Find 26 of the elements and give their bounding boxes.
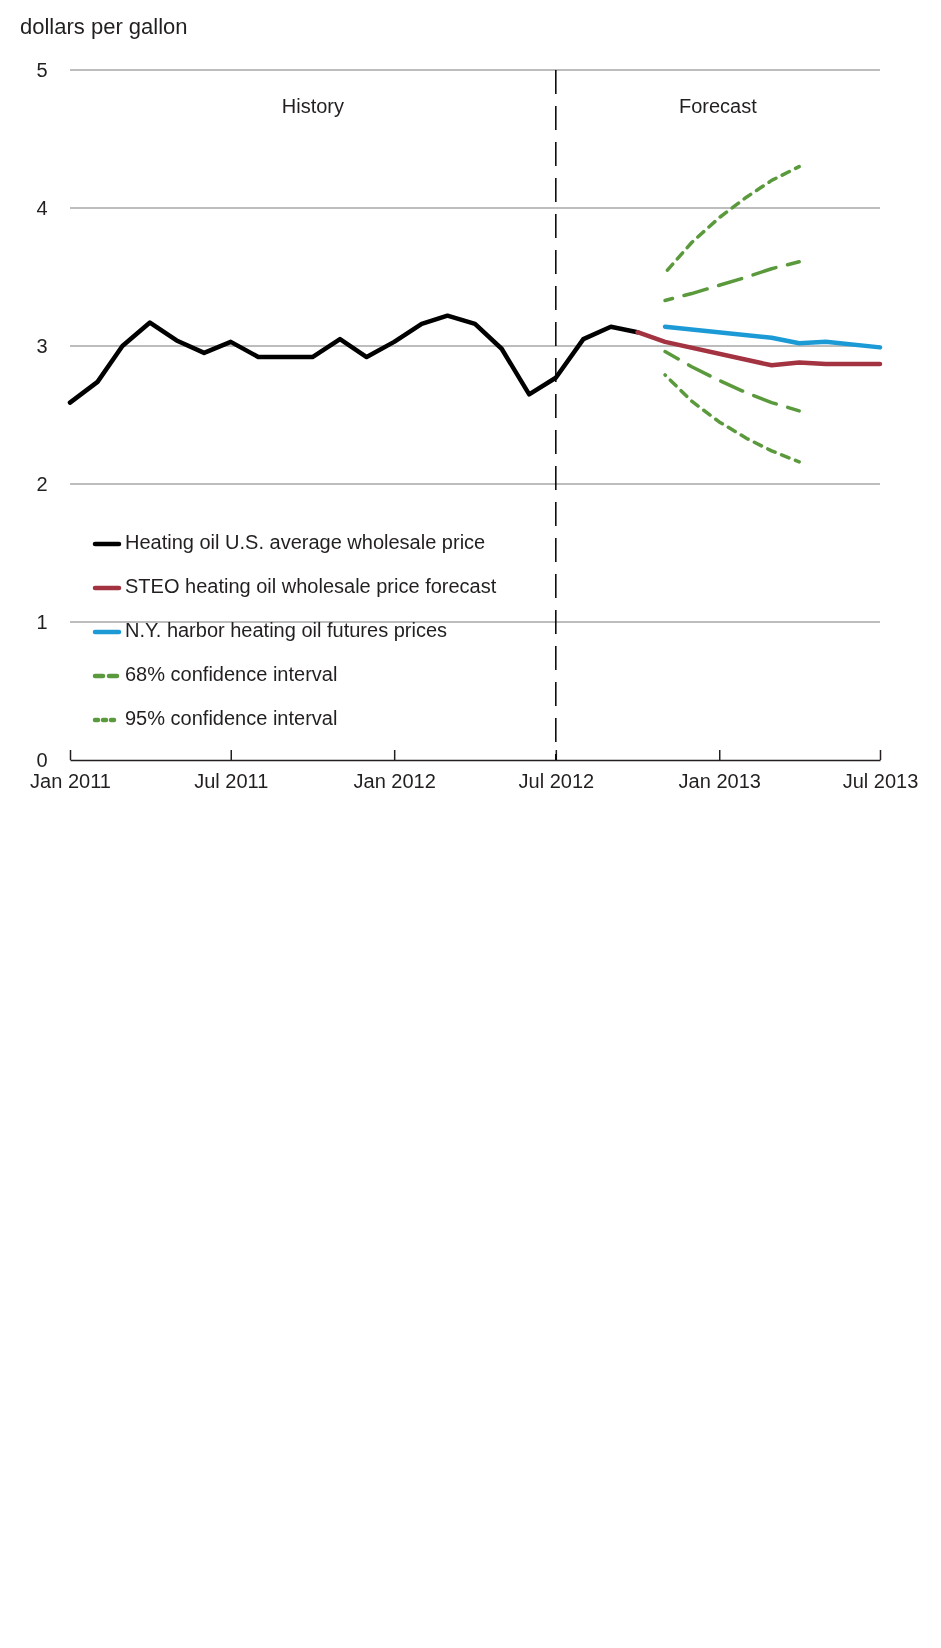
- legend-label: N.Y. harbor heating oil futures prices: [125, 619, 448, 642]
- annotation: Forecast: [679, 95, 758, 118]
- legend-label: 95% confidence interval: [125, 707, 338, 730]
- line-series: [662, 324, 883, 350]
- legend-label: 68% confidence interval: [125, 663, 338, 686]
- y-axis-title: dollars per gallon: [20, 14, 188, 39]
- x-tick-label: Jan 2012: [353, 770, 436, 793]
- y-tick-label: 4: [36, 196, 48, 219]
- x-tick-label: Jan 2013: [678, 770, 761, 793]
- y-tick-label: 1: [36, 610, 48, 633]
- line-series: [635, 329, 883, 368]
- x-tick-label: Jul 2013: [842, 770, 919, 793]
- x-tick-label: Jul 2011: [194, 770, 269, 793]
- y-tick-label: 3: [36, 334, 48, 357]
- line-series: [663, 349, 801, 413]
- y-tick-label: 2: [36, 472, 48, 495]
- legend-label: STEO heating oil wholesale price forecast: [125, 575, 497, 598]
- legend-label: Heating oil U.S. average wholesale price: [125, 531, 486, 554]
- y-tick-label: 0: [36, 748, 48, 771]
- x-tick-label: Jan 2011: [30, 770, 111, 793]
- line-series: [663, 164, 801, 275]
- x-tick-label: Jul 2012: [518, 770, 595, 793]
- line-series: [663, 260, 801, 303]
- line-series: [663, 373, 801, 464]
- annotation: History: [281, 95, 345, 118]
- y-tick-label: 5: [36, 58, 48, 81]
